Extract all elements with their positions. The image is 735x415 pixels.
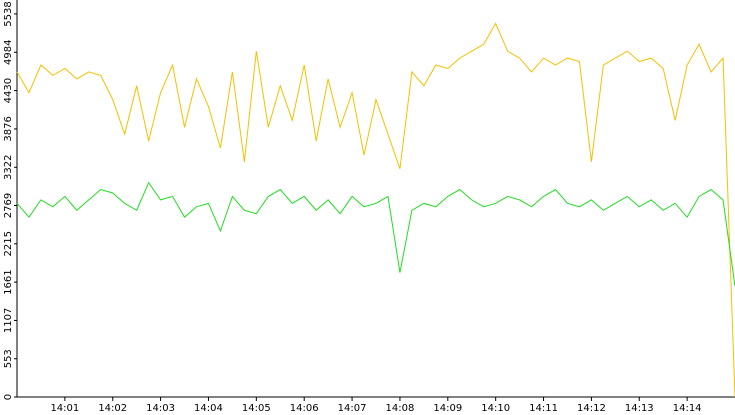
x-tick-label: 14:07: [338, 403, 367, 414]
x-tick-label: 14:02: [98, 403, 127, 414]
y-tick-label: 2769: [3, 193, 14, 218]
y-tick-label: 3876: [3, 116, 14, 141]
x-tick-label: 14:09: [433, 403, 462, 414]
x-tick-label: 14:03: [146, 403, 175, 414]
y-tick-label: 4430: [3, 78, 14, 103]
series-line: [16, 22, 735, 398]
x-tick-label: 14:05: [242, 403, 271, 414]
y-tick-label: 4984: [3, 40, 14, 65]
y-tick-label: 553: [3, 349, 14, 368]
x-tick-label: 14:08: [386, 403, 415, 414]
x-tick-label: 14:11: [529, 403, 558, 414]
y-tick-label: 1107: [3, 308, 14, 333]
y-tick-label: 1661: [3, 269, 14, 294]
x-tick-label: 14:13: [625, 403, 654, 414]
x-tick-label: 14:12: [577, 403, 606, 414]
x-tick-label: 14:06: [290, 403, 319, 414]
y-tick-label: 0: [3, 394, 14, 400]
series-line: [16, 181, 735, 287]
y-tick-label: 2215: [3, 231, 14, 256]
y-tick-label: 3322: [3, 155, 14, 180]
x-tick-label: 14:14: [673, 403, 702, 414]
y-tick-label: 5538: [3, 1, 14, 26]
x-tick-label: 14:04: [194, 403, 223, 414]
x-tick-label: 14:10: [481, 403, 510, 414]
x-tick-label: 14:01: [50, 403, 79, 414]
